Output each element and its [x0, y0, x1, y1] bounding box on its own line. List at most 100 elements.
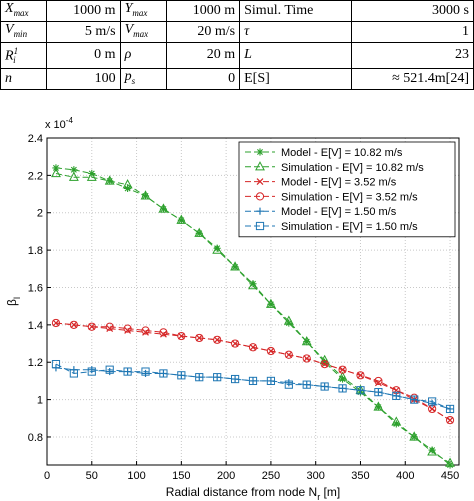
x-tick-label: 0	[44, 470, 50, 482]
y-axis-multiplier: x 10-4	[45, 116, 73, 131]
parameter-value: 0	[165, 68, 241, 90]
data-point	[301, 336, 312, 346]
legend-entry: Model - E[V] = 3.52 m/s	[281, 177, 397, 189]
parameter-value: ≈ 521.4m[24]	[350, 68, 474, 90]
data-point	[391, 416, 402, 426]
parameter-symbol: R1i	[0, 41, 48, 70]
data-point	[176, 214, 187, 224]
series-6	[51, 359, 455, 414]
data-point	[106, 367, 114, 376]
legend: Model - E[V] = 10.82 m/s Simulation - E[V…	[238, 141, 456, 238]
parameter-row: Xmax 1000 m Ymax 1000 m Simul. Time 3000 s	[0, 0, 474, 22]
data-point	[123, 324, 132, 333]
data-point	[195, 333, 204, 343]
data-point	[248, 376, 258, 386]
data-point	[356, 371, 365, 380]
data-point	[409, 431, 420, 441]
parameter-symbol: Vmax	[119, 20, 167, 43]
data-point	[285, 379, 293, 387]
parameter-symbol: ρ	[119, 41, 167, 70]
data-point	[230, 261, 241, 271]
parameter-value: 1	[350, 20, 474, 43]
data-point	[213, 244, 221, 252]
data-point	[160, 330, 167, 338]
data-point	[105, 365, 114, 374]
data-point	[159, 205, 168, 213]
data-point	[255, 161, 265, 171]
data-point	[141, 367, 150, 376]
series-line	[55, 367, 451, 410]
data-point	[283, 315, 294, 325]
parameter-symbol: Xmax	[0, 0, 48, 22]
parameter-value: 20 m/s	[165, 20, 241, 43]
parameter-row: n 100 ps 0 E[S] ≈ 521.4m[24]	[0, 68, 474, 90]
parameter-symbol: Simul. Time	[239, 0, 352, 22]
x-tick-label: 150	[172, 470, 190, 482]
data-point	[445, 404, 455, 414]
data-point	[446, 461, 454, 469]
parameter-row: Vmin 5 m/s Vmax 20 m/s τ 1	[0, 20, 474, 43]
data-point	[410, 433, 418, 441]
data-point	[303, 338, 311, 346]
x-tick-label: 450	[441, 470, 459, 482]
y-tick-label: 1.4	[28, 320, 43, 332]
data-point	[212, 244, 223, 254]
data-point	[321, 358, 329, 366]
y-tick-label: 2.4	[28, 133, 43, 145]
y-tick-label: 1.8	[28, 245, 43, 257]
data-point	[177, 331, 186, 341]
parameter-symbol: Ymax	[119, 0, 167, 22]
data-point	[256, 207, 264, 215]
parameter-value: 23	[350, 41, 474, 70]
data-point	[445, 457, 455, 467]
data-point	[284, 380, 293, 389]
data-point	[255, 192, 265, 201]
data-point	[230, 374, 240, 384]
x-tick-label: 50	[86, 470, 98, 482]
data-point	[159, 369, 168, 378]
data-point	[337, 371, 348, 381]
series-4	[51, 318, 455, 425]
data-point	[445, 416, 455, 425]
x-tick-label: 250	[262, 470, 280, 482]
data-point	[374, 388, 383, 397]
data-point	[51, 318, 61, 328]
parameter-value: 1000 m	[165, 0, 241, 22]
y-tick-label: 2	[37, 208, 43, 220]
y-tick-label: 0.8	[28, 432, 43, 444]
parameter-value: 100	[46, 68, 121, 90]
parameter-symbol: Vmin	[0, 20, 48, 43]
data-point	[267, 300, 275, 308]
data-point	[177, 371, 186, 380]
data-point	[194, 227, 205, 237]
data-point	[428, 446, 436, 454]
data-point	[392, 420, 400, 428]
data-point	[86, 171, 97, 181]
data-point	[427, 446, 438, 456]
data-point	[88, 366, 96, 374]
data-point	[87, 367, 96, 376]
data-point	[392, 391, 401, 400]
y-tick-label: 1.2	[28, 357, 43, 369]
data-point	[320, 359, 329, 369]
data-point	[69, 320, 78, 329]
data-point	[338, 365, 347, 374]
data-point	[124, 184, 132, 193]
series-line	[55, 363, 451, 410]
series-line	[55, 322, 451, 421]
data-point	[213, 373, 222, 382]
plot-frame	[46, 137, 460, 466]
x-tick-label: 100	[127, 470, 145, 482]
data-point	[195, 373, 204, 382]
data-point	[320, 382, 329, 391]
data-point	[104, 175, 115, 185]
data-point	[285, 319, 293, 327]
legend-entry: Model - E[V] = 1.50 m/s	[281, 206, 397, 218]
data-point	[338, 375, 347, 383]
data-point	[141, 326, 150, 335]
legend-entry: Model - E[V] = 10.82 m/s	[281, 147, 403, 159]
data-point	[123, 367, 132, 376]
y-tick-label: 1.6	[28, 282, 43, 294]
data-point	[230, 339, 240, 348]
parameter-row: R1i 0 m ρ 20 m L 23	[0, 41, 474, 70]
